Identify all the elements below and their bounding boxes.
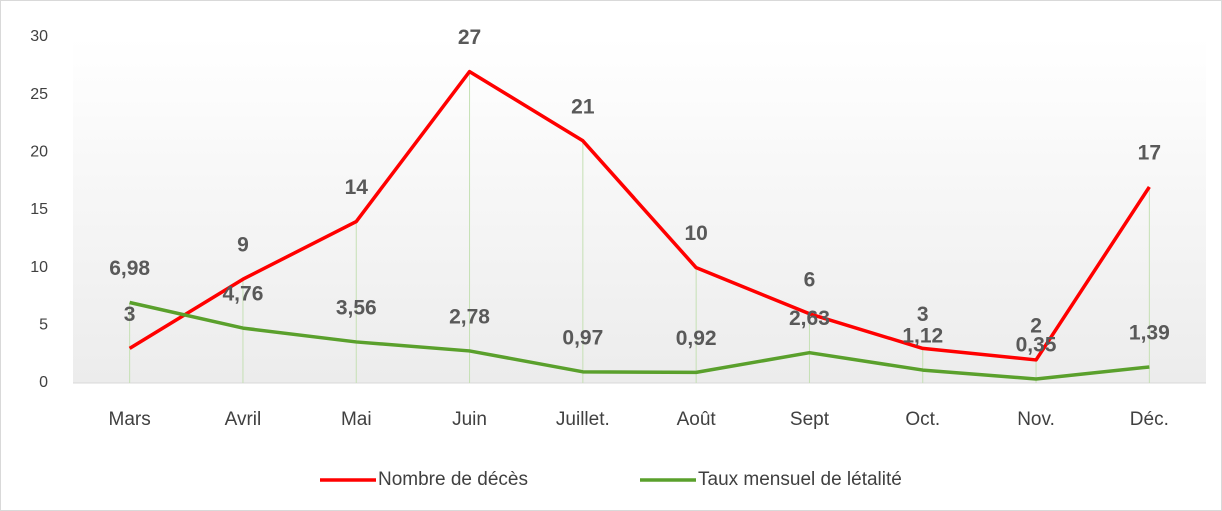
data-label: 1,12 xyxy=(902,325,943,348)
y-tick-label: 20 xyxy=(30,144,48,161)
data-label: 0,92 xyxy=(676,327,717,350)
x-tick-label: Déc. xyxy=(1130,409,1169,430)
series-line xyxy=(129,300,1150,381)
data-label: 2 xyxy=(1030,314,1042,337)
data-label: 2,63 xyxy=(789,307,830,330)
data-label: 2,78 xyxy=(449,305,490,328)
legend-label: Taux mensuel de létalité xyxy=(698,469,902,490)
legend-label: Nombre de décès xyxy=(378,469,528,490)
data-label: 3 xyxy=(917,303,929,326)
data-label: 27 xyxy=(458,26,481,49)
x-tick-label: Août xyxy=(677,409,717,430)
data-label: 17 xyxy=(1138,141,1161,164)
plot-area xyxy=(73,37,1206,383)
y-tick-label: 25 xyxy=(30,86,48,103)
x-tick-label: Juillet. xyxy=(556,409,610,430)
data-label: 4,76 xyxy=(223,283,264,306)
data-label: 1,39 xyxy=(1129,322,1170,345)
data-label: 6,98 xyxy=(109,257,150,280)
x-tick-label: Sept xyxy=(790,409,830,430)
data-label: 3,56 xyxy=(336,296,377,319)
series-line xyxy=(128,69,1151,362)
x-tick-label: Mai xyxy=(341,409,372,430)
y-tick-label: 5 xyxy=(39,317,48,334)
data-label: 0,35 xyxy=(1016,334,1057,357)
y-tick-label: 10 xyxy=(30,259,48,276)
y-tick-label: 15 xyxy=(30,201,48,218)
x-tick-label: Juin xyxy=(452,409,487,430)
data-label: 9 xyxy=(237,234,249,257)
y-tick-label: 30 xyxy=(30,28,48,45)
x-tick-label: Nov. xyxy=(1017,409,1055,430)
data-label: 0,97 xyxy=(562,326,603,349)
data-label: 3 xyxy=(124,303,136,326)
x-tick-label: Oct. xyxy=(905,409,940,430)
data-label: 10 xyxy=(684,222,707,245)
y-tick-label: 0 xyxy=(39,374,48,391)
x-tick-label: Avril xyxy=(225,409,262,430)
data-label: 21 xyxy=(571,95,595,118)
data-label: 14 xyxy=(345,176,369,199)
x-tick-label: Mars xyxy=(109,409,151,430)
data-label: 6 xyxy=(804,268,816,291)
